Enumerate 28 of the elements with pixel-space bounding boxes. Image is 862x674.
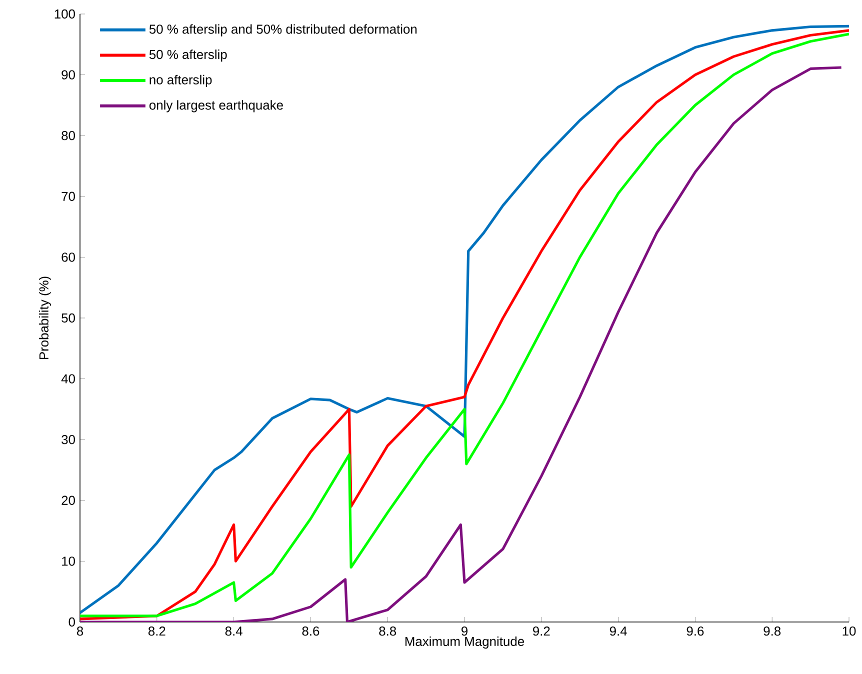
y-axis-title: Probability (%) xyxy=(38,276,52,360)
y-tick-label: 70 xyxy=(62,192,75,201)
y-tick-label: 0 xyxy=(68,617,75,627)
y-tick-label: 10 xyxy=(62,556,75,566)
y-tick-label: 40 xyxy=(61,374,75,384)
y-tick-label: 80 xyxy=(62,131,75,140)
x-tick-label: 8.4 xyxy=(225,626,242,636)
x-tick-label: 9.2 xyxy=(533,626,550,636)
x-tick-label: 8.6 xyxy=(302,626,320,636)
x-tick-label: 8.8 xyxy=(379,626,396,636)
legend-label: 50 % afterslip xyxy=(149,50,227,62)
x-tick-label: 9 xyxy=(462,626,468,636)
x-tick-label: 8.2 xyxy=(148,626,166,636)
x-tick-label: 9.8 xyxy=(764,626,781,636)
x-tick-label: 9.4 xyxy=(610,626,627,636)
y-tick-label: 50 xyxy=(62,313,75,323)
y-tick-label: 20 xyxy=(62,496,75,505)
legend-label: no afterslip xyxy=(150,74,212,87)
legend-label: only largest earthquake xyxy=(149,100,283,112)
legend-label: 50 % afterslip and 50% distributed deformation xyxy=(149,24,417,36)
x-tick-label: 10 xyxy=(842,626,856,636)
y-tick-label: 60 xyxy=(62,252,75,262)
y-tick-label: 100 xyxy=(54,9,75,19)
y-tick-label: 30 xyxy=(62,435,75,444)
x-tick-label: 8 xyxy=(76,626,84,636)
y-tick-label: 90 xyxy=(62,70,75,80)
x-axis-title: Maximum Magnitude xyxy=(405,636,524,649)
x-tick-label: 9.6 xyxy=(686,626,704,636)
